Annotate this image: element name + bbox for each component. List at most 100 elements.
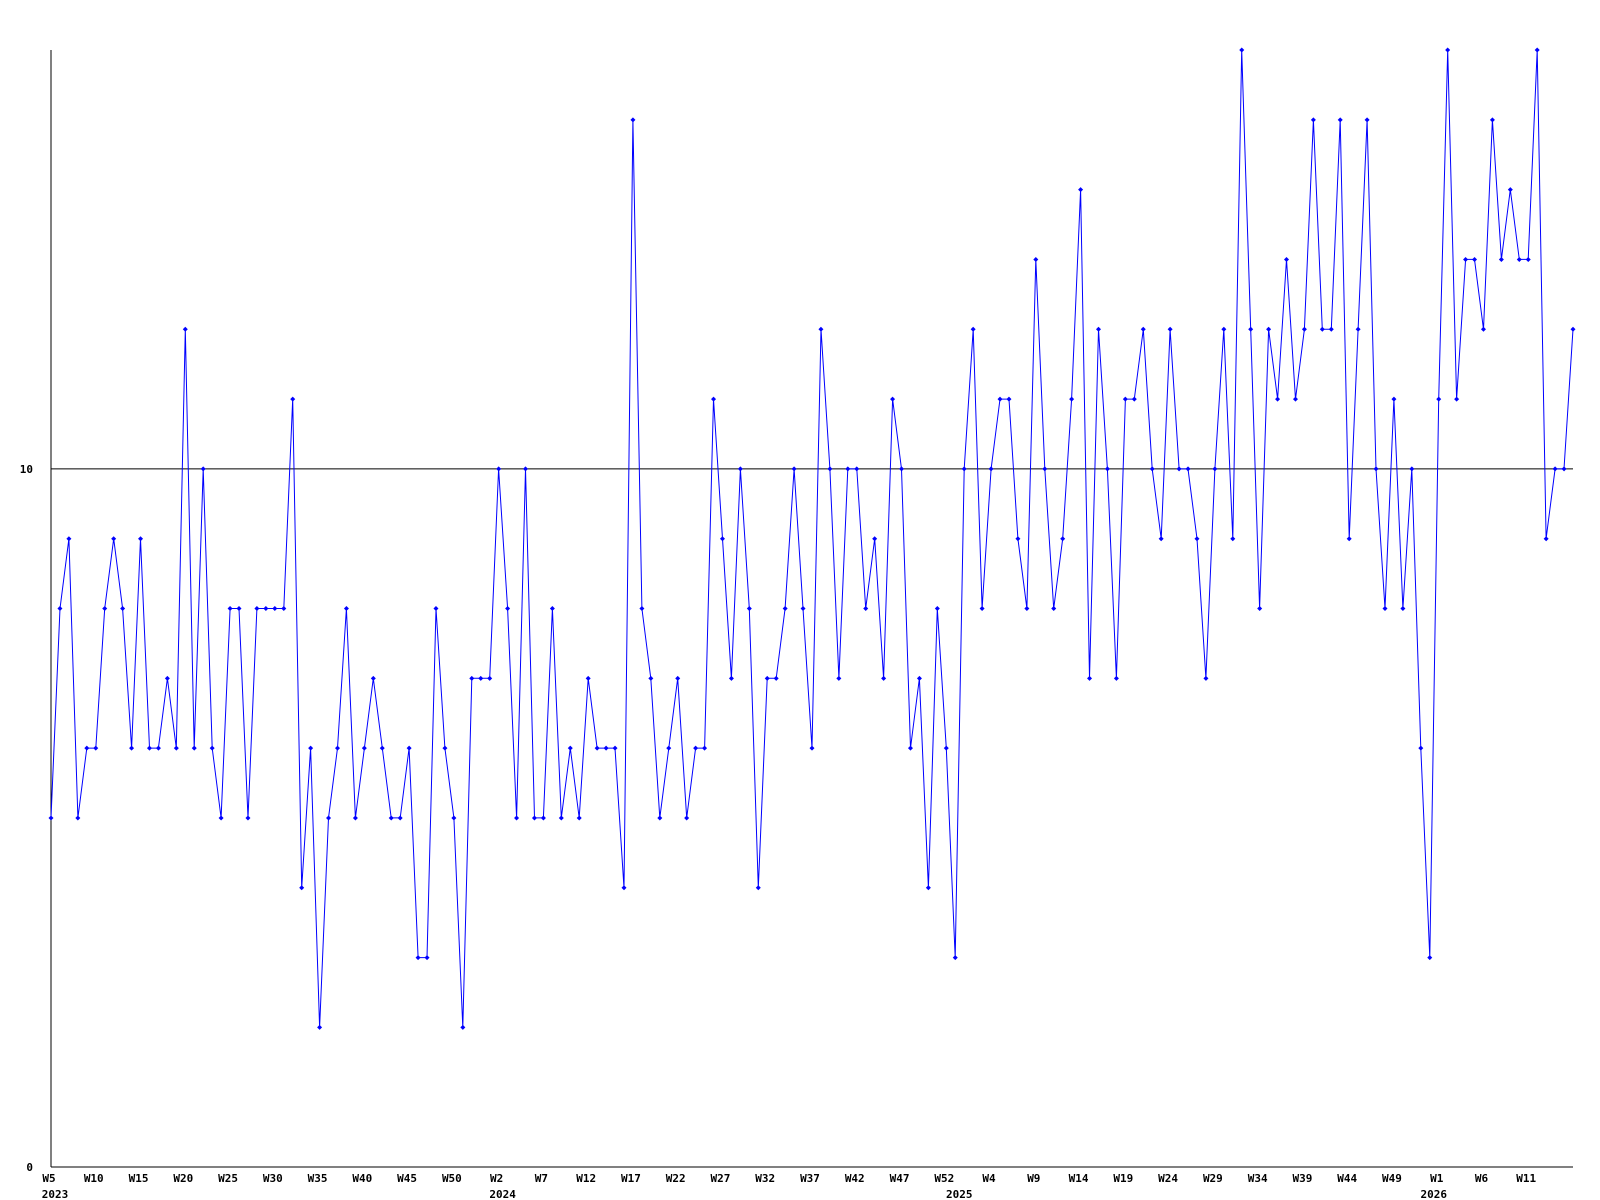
point-marker <box>657 815 663 821</box>
point-marker <box>1095 326 1101 332</box>
x-tick-label: W39 <box>1292 1172 1312 1185</box>
point-marker <box>1463 256 1469 262</box>
x-tick-label: W15 <box>129 1172 149 1185</box>
point-marker <box>308 745 314 751</box>
x-tick-label: W19 <box>1113 1172 1133 1185</box>
point-marker <box>505 606 511 611</box>
point-marker <box>1391 396 1397 402</box>
point-marker <box>1024 606 1030 611</box>
point-marker <box>254 606 260 611</box>
point-marker <box>1248 326 1254 332</box>
point-marker <box>1561 466 1567 472</box>
point-marker <box>567 745 573 751</box>
point-marker <box>531 815 537 821</box>
point-marker <box>173 745 179 751</box>
point-marker <box>881 675 887 681</box>
point-marker <box>693 745 699 751</box>
y-tick-label: 0 <box>26 1161 33 1174</box>
point-marker <box>558 815 564 821</box>
point-marker <box>1552 466 1558 472</box>
point-marker <box>988 466 994 472</box>
point-marker <box>1427 955 1433 961</box>
point-marker <box>827 466 833 472</box>
point-marker <box>433 606 439 611</box>
x-tick-label: W30 <box>263 1172 283 1185</box>
point-marker <box>1060 536 1066 542</box>
point-marker <box>961 466 967 472</box>
point-marker <box>57 606 63 611</box>
x-year-label: 2023 <box>42 1188 69 1200</box>
point-marker <box>755 885 761 891</box>
point-marker <box>415 955 421 961</box>
point-marker <box>388 815 394 821</box>
point-marker <box>1122 396 1128 402</box>
point-marker <box>1078 187 1084 193</box>
point-marker <box>1230 536 1236 542</box>
point-marker <box>1257 606 1263 611</box>
point-marker <box>585 675 591 681</box>
point-marker <box>138 536 144 542</box>
point-marker <box>854 466 860 472</box>
point-marker <box>1364 117 1370 123</box>
point-marker <box>1355 326 1361 332</box>
point-marker <box>155 745 161 751</box>
point-marker <box>469 675 475 681</box>
point-marker <box>1042 466 1048 472</box>
x-tick-label: W9 <box>1027 1172 1040 1185</box>
point-marker <box>925 885 931 891</box>
point-marker <box>48 815 54 821</box>
point-marker <box>612 745 618 751</box>
point-marker <box>746 606 752 611</box>
point-marker <box>1266 326 1272 332</box>
x-tick-label: W40 <box>352 1172 372 1185</box>
x-tick-label: W6 <box>1475 1172 1489 1185</box>
x-year-label: 2026 <box>1421 1188 1448 1200</box>
point-marker <box>1507 187 1513 193</box>
point-marker <box>1284 256 1290 262</box>
point-marker <box>1239 47 1245 53</box>
point-marker <box>845 466 851 472</box>
x-tick-label: W49 <box>1382 1172 1402 1185</box>
point-marker <box>424 955 430 961</box>
x-year-label: 2024 <box>489 1188 516 1200</box>
point-marker <box>594 745 600 751</box>
x-tick-label: W42 <box>845 1172 865 1185</box>
x-tick-label: W10 <box>84 1172 104 1185</box>
point-marker <box>164 675 170 681</box>
x-tick-label: W12 <box>576 1172 596 1185</box>
point-marker <box>603 745 609 751</box>
point-marker <box>514 815 520 821</box>
point-marker <box>93 745 99 751</box>
point-marker <box>684 815 690 821</box>
x-tick-label: W52 <box>934 1172 954 1185</box>
x-tick-label: W25 <box>218 1172 238 1185</box>
point-marker <box>442 745 448 751</box>
point-marker <box>272 606 278 611</box>
point-marker <box>1310 117 1316 123</box>
point-marker <box>630 117 636 123</box>
point-marker <box>334 745 340 751</box>
point-marker <box>1382 606 1388 611</box>
point-marker <box>227 606 233 611</box>
point-marker <box>1373 466 1379 472</box>
point-marker <box>352 815 358 821</box>
x-tick-label: W5 <box>42 1172 55 1185</box>
point-marker <box>1418 745 1424 751</box>
point-marker <box>290 396 296 402</box>
point-marker <box>549 606 555 611</box>
point-marker <box>1275 396 1281 402</box>
point-marker <box>1015 536 1021 542</box>
point-marker <box>1087 675 1093 681</box>
x-tick-label: W37 <box>800 1172 820 1185</box>
point-marker <box>675 675 681 681</box>
point-marker <box>1292 396 1298 402</box>
point-marker <box>317 1024 323 1030</box>
x-tick-label: W14 <box>1069 1172 1089 1185</box>
point-marker <box>621 885 627 891</box>
point-marker <box>1185 466 1191 472</box>
x-year-label: 2025 <box>946 1188 973 1200</box>
point-marker <box>236 606 242 611</box>
point-marker <box>809 745 815 751</box>
point-marker <box>523 466 529 472</box>
